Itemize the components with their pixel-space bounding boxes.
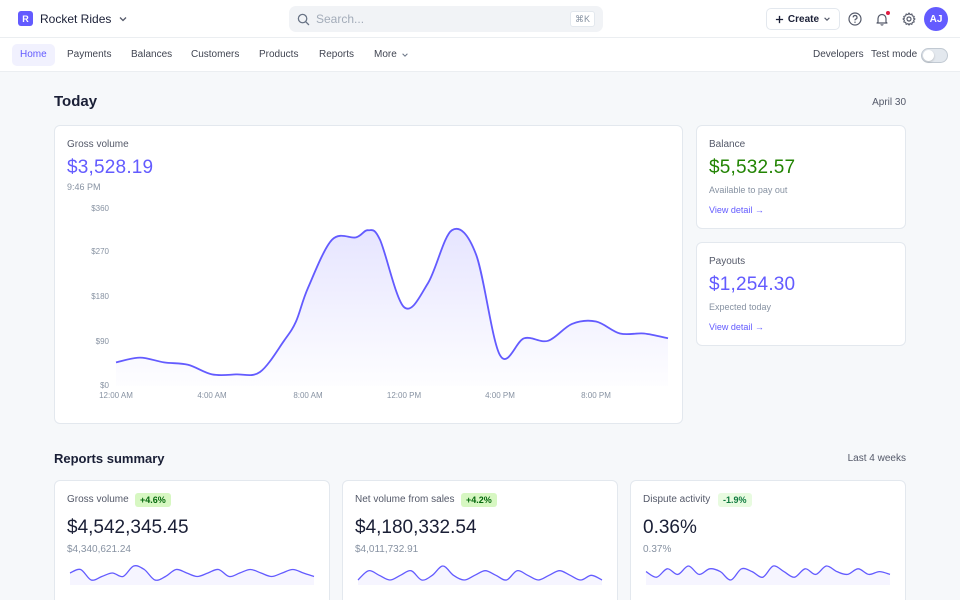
summary-card-label: Gross volume xyxy=(67,494,129,505)
balance-card: Balance $5,532.57 Available to pay out V… xyxy=(696,125,906,229)
summary-card-label: Dispute activity xyxy=(643,494,711,505)
summary-card-dispute-activity[interactable]: Dispute activity -1.9% 0.36% 0.37% xyxy=(630,480,906,600)
summary-card-previous: $4,340,621.24 xyxy=(67,544,131,555)
y-tick-label: $270 xyxy=(91,247,109,256)
y-tick-label: $90 xyxy=(95,337,109,346)
sparkline-line xyxy=(69,565,315,581)
x-tick-label: 12:00 AM xyxy=(99,391,133,400)
nav-item-payments[interactable]: Payments xyxy=(67,49,112,60)
summary-card-label: Net volume from sales xyxy=(355,494,455,505)
summary-card-value: $4,542,345.45 xyxy=(67,517,189,538)
change-badge: -1.9% xyxy=(718,493,752,507)
chevron-down-icon xyxy=(824,17,830,21)
summary-card-previous: 0.37% xyxy=(643,544,672,555)
nav-item-home[interactable]: Home xyxy=(12,44,55,66)
chevron-down-icon xyxy=(402,53,408,57)
payouts-label: Payouts xyxy=(709,256,746,267)
sparkline-line xyxy=(645,565,891,581)
search-shortcut: ⌘K xyxy=(569,11,595,27)
sparkline-chart xyxy=(69,565,315,585)
main-nav: Home Payments Balances Customers Product… xyxy=(0,38,960,72)
reports-period-selector[interactable]: Last 4 weeks xyxy=(847,453,906,464)
y-tick-label: $360 xyxy=(91,204,109,213)
change-badge: +4.2% xyxy=(461,493,497,507)
gear-icon xyxy=(902,12,916,26)
change-badge: +4.6% xyxy=(135,493,171,507)
x-tick-label: 4:00 PM xyxy=(485,391,515,400)
today-date: April 30 xyxy=(872,97,906,108)
nav-item-products[interactable]: Products xyxy=(259,49,299,60)
nav-item-reports[interactable]: Reports xyxy=(319,49,355,60)
gross-volume-label: Gross volume xyxy=(67,139,129,150)
chevron-down-icon xyxy=(119,16,127,21)
gross-volume-value: $3,528.19 xyxy=(67,157,154,178)
balance-sub: Available to pay out xyxy=(709,185,788,195)
payouts-sub: Expected today xyxy=(709,302,772,312)
x-tick-label: 4:00 AM xyxy=(197,391,227,400)
chart-area-fill xyxy=(116,228,668,386)
chart-series-line xyxy=(115,228,669,377)
test-mode-label: Test mode xyxy=(871,49,918,60)
reports-summary-title: Reports summary xyxy=(54,451,165,466)
y-tick-label: $180 xyxy=(91,292,109,301)
nav-item-balances[interactable]: Balances xyxy=(131,49,173,60)
x-tick-label: 12:00 PM xyxy=(386,391,422,400)
brand-logo: R xyxy=(18,11,33,26)
sparkline-chart xyxy=(357,565,603,585)
x-tick-label: 8:00 PM xyxy=(581,391,611,400)
test-mode-toggle[interactable] xyxy=(921,48,948,63)
nav-item-more[interactable]: More xyxy=(366,44,417,66)
search-icon xyxy=(297,13,310,25)
help-icon xyxy=(848,12,862,26)
create-button[interactable]: Create xyxy=(766,8,840,30)
bell-icon xyxy=(876,13,888,26)
notifications-button[interactable] xyxy=(874,11,890,27)
developers-link[interactable]: Developers xyxy=(813,49,864,60)
user-avatar[interactable]: AJ xyxy=(924,7,948,31)
gross-volume-card: Gross volume $3,528.19 9:46 PM $360 $270… xyxy=(54,125,683,424)
payouts-view-detail-link[interactable]: View detail → xyxy=(709,322,764,332)
account-switcher[interactable]: R Rocket Rides xyxy=(18,11,128,26)
summary-card-value: $4,180,332.54 xyxy=(355,517,477,538)
x-tick-label: 8:00 AM xyxy=(293,391,323,400)
gross-volume-time: 9:46 PM xyxy=(67,182,101,192)
plus-icon xyxy=(775,15,784,23)
nav-item-customers[interactable]: Customers xyxy=(191,49,240,60)
search-bar[interactable]: ⌘K xyxy=(289,6,603,32)
summary-card-gross-volume[interactable]: Gross volume +4.6% $4,542,345.45 $4,340,… xyxy=(54,480,330,600)
balance-value: $5,532.57 xyxy=(709,157,796,178)
payouts-card: Payouts $1,254.30 Expected today View de… xyxy=(696,242,906,346)
gross-volume-chart xyxy=(115,228,669,386)
brand-name: Rocket Rides xyxy=(40,11,112,26)
today-title: Today xyxy=(54,93,98,110)
top-bar: R Rocket Rides ⌘K Create AJ xyxy=(0,0,960,38)
summary-card-net-volume[interactable]: Net volume from sales +4.2% $4,180,332.5… xyxy=(342,480,618,600)
create-button-label: Create xyxy=(787,13,820,25)
nav-item-more-label: More xyxy=(374,49,397,60)
payouts-value: $1,254.30 xyxy=(709,274,796,295)
notification-dot xyxy=(886,11,890,15)
y-tick-label: $0 xyxy=(100,381,109,390)
settings-button[interactable] xyxy=(901,11,917,27)
sparkline-chart xyxy=(645,565,891,585)
sparkline-area xyxy=(646,565,890,585)
sparkline-area xyxy=(358,566,602,585)
summary-card-previous: $4,011,732.91 xyxy=(355,544,419,555)
summary-card-value: 0.36% xyxy=(643,517,697,538)
balance-label: Balance xyxy=(709,139,746,150)
help-button[interactable] xyxy=(847,11,863,27)
balance-view-detail-link[interactable]: View detail → xyxy=(709,205,764,215)
search-input[interactable] xyxy=(316,12,566,26)
sparkline-line xyxy=(357,565,603,581)
toggle-knob xyxy=(923,50,934,61)
